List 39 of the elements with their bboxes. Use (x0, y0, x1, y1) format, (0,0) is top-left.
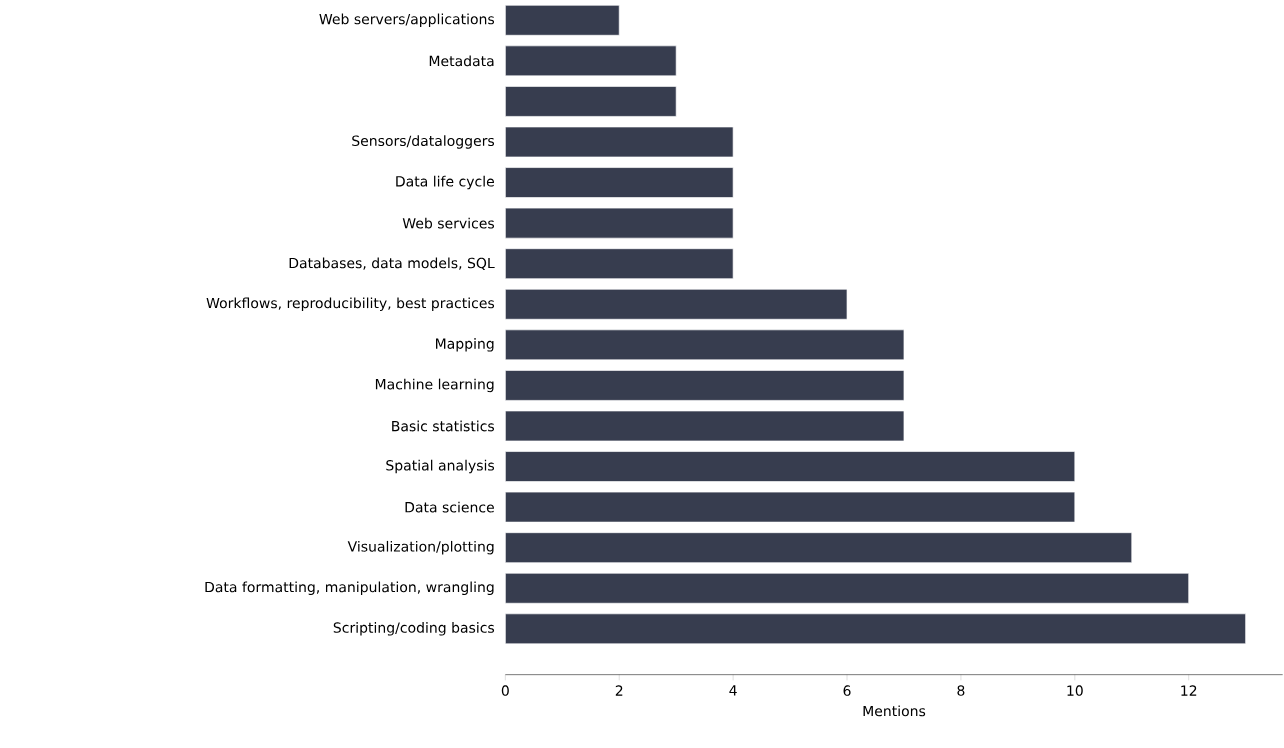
y-tick-label: Basic statistics (392, 420, 495, 432)
y-tick-label: Spatial analysis (386, 459, 495, 474)
bar (505, 451, 1076, 482)
x-tick-label: 6 (843, 685, 851, 696)
y-tick-label: Machine learning (375, 378, 494, 393)
y-tick-label: Visualization/plotting (347, 540, 494, 555)
bar (505, 410, 905, 442)
bar (505, 248, 734, 280)
x-tick-label: 2 (615, 685, 623, 696)
y-tick-label: Web services (402, 217, 495, 229)
y-tick-label: Mapping (436, 338, 494, 352)
bar (505, 126, 734, 158)
bar (505, 532, 1133, 564)
bar (505, 45, 677, 77)
y-tick-label: Data formatting, manipulation, wrangling (205, 581, 494, 596)
bar (505, 4, 620, 36)
x-tick-label: 4 (729, 685, 737, 696)
y-tick-label: Metadata (429, 55, 494, 67)
x-axis-title: Mentions (863, 705, 926, 717)
y-tick-label: Sensors/dataloggers (352, 135, 495, 149)
y-tick-label: Data science (405, 501, 494, 513)
bar (505, 86, 677, 117)
x-tick-label: 0 (501, 685, 509, 696)
bar (505, 613, 1246, 645)
bar (505, 207, 734, 239)
bar (505, 288, 848, 320)
bar (505, 167, 734, 198)
x-tick-label: 12 (1181, 685, 1197, 696)
y-tick-label: Web servers/applications (319, 13, 495, 28)
y-tick-label: Databases, data models, SQL (289, 257, 495, 270)
bar (505, 370, 905, 401)
x-tick-label: 10 (1067, 685, 1083, 696)
x-tick-label: 8 (957, 685, 965, 696)
bar (505, 329, 905, 361)
y-tick-label: Data life cycle (396, 175, 494, 190)
y-tick-label: Workflows, reproducibility, best practices (206, 297, 495, 312)
y-tick-label: Scripting/coding basics (333, 622, 495, 636)
bar (505, 491, 1076, 523)
bar (505, 572, 1190, 604)
